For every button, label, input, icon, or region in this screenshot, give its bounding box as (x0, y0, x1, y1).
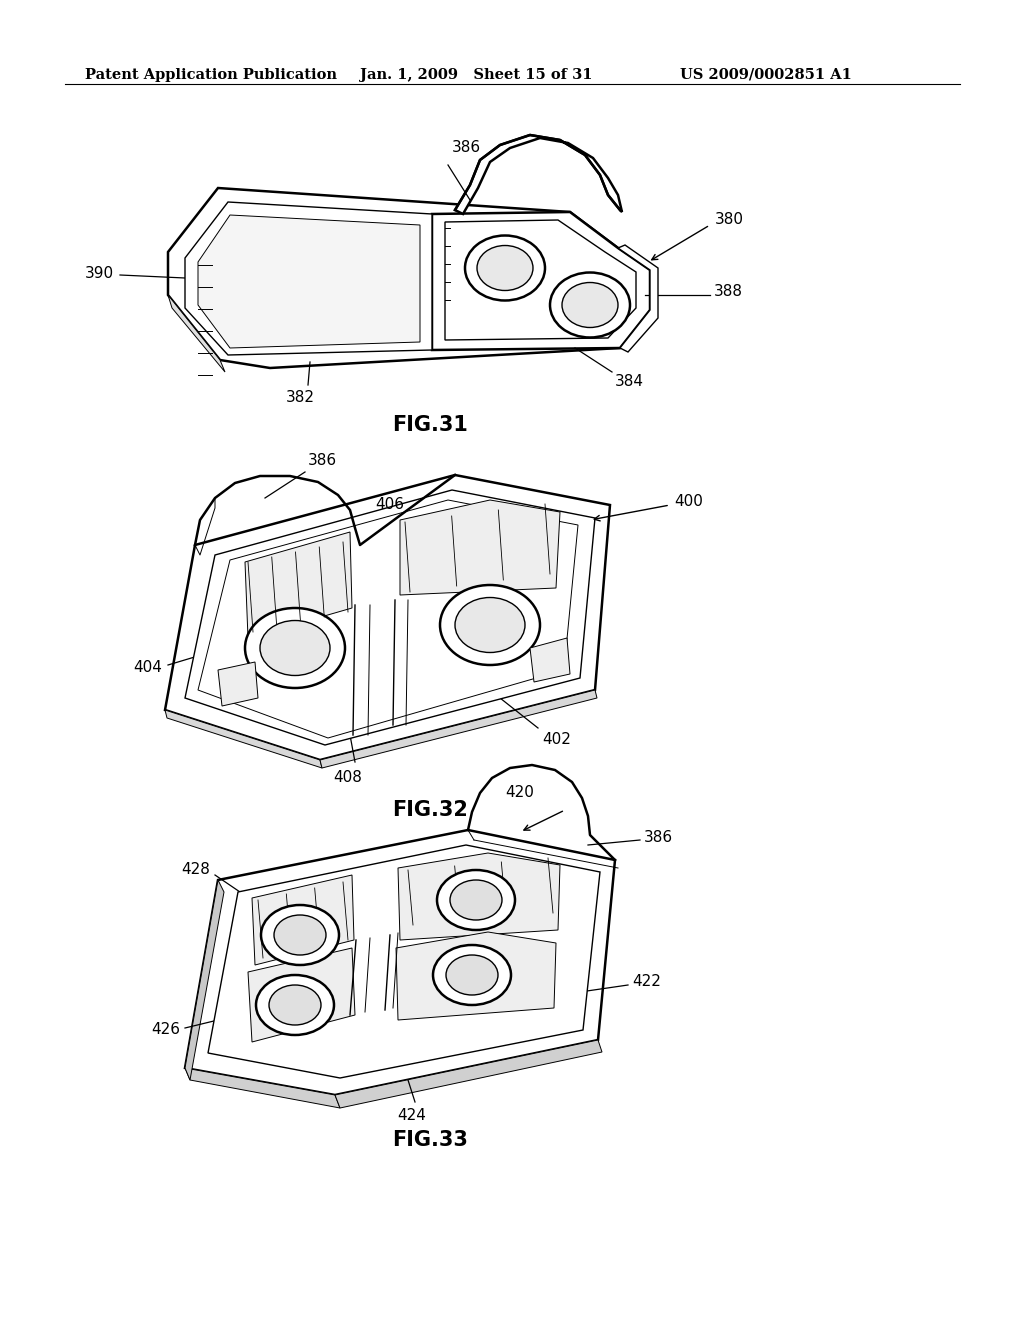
Polygon shape (165, 710, 322, 768)
Ellipse shape (274, 915, 326, 954)
Ellipse shape (256, 975, 334, 1035)
Text: US 2009/0002851 A1: US 2009/0002851 A1 (680, 69, 852, 82)
Polygon shape (530, 638, 570, 682)
Polygon shape (455, 135, 622, 214)
Ellipse shape (446, 954, 498, 995)
Text: 400: 400 (674, 495, 702, 510)
Polygon shape (185, 202, 432, 355)
Ellipse shape (562, 282, 618, 327)
Polygon shape (185, 830, 615, 1096)
Polygon shape (400, 500, 560, 595)
Polygon shape (445, 220, 636, 341)
Text: 408: 408 (334, 770, 362, 785)
Text: 384: 384 (615, 374, 644, 389)
Polygon shape (208, 845, 600, 1078)
Polygon shape (396, 932, 556, 1020)
Ellipse shape (433, 945, 511, 1005)
Text: Patent Application Publication: Patent Application Publication (85, 69, 337, 82)
Ellipse shape (477, 246, 534, 290)
Text: 386: 386 (452, 140, 481, 154)
Ellipse shape (465, 235, 545, 301)
Polygon shape (245, 532, 352, 638)
Text: 386: 386 (308, 453, 337, 469)
Text: 402: 402 (542, 733, 570, 747)
Polygon shape (185, 490, 595, 744)
Text: 428: 428 (181, 862, 210, 878)
Polygon shape (185, 880, 224, 1080)
Text: FIG.33: FIG.33 (392, 1130, 468, 1150)
Polygon shape (185, 1068, 340, 1107)
Polygon shape (168, 294, 225, 372)
Polygon shape (165, 475, 610, 760)
Polygon shape (198, 500, 578, 738)
Ellipse shape (245, 609, 345, 688)
Polygon shape (168, 187, 650, 368)
Text: 404: 404 (133, 660, 162, 676)
Ellipse shape (437, 870, 515, 931)
Ellipse shape (550, 272, 630, 338)
Ellipse shape (450, 880, 502, 920)
Polygon shape (432, 213, 650, 350)
Text: 420: 420 (506, 785, 535, 800)
Ellipse shape (260, 620, 330, 676)
Text: 380: 380 (715, 213, 744, 227)
Text: 406: 406 (375, 498, 404, 512)
Ellipse shape (455, 598, 525, 652)
Text: 390: 390 (85, 265, 114, 281)
Ellipse shape (269, 985, 321, 1026)
Polygon shape (335, 1040, 602, 1107)
Ellipse shape (440, 585, 540, 665)
Text: FIG.31: FIG.31 (392, 414, 468, 436)
Text: 424: 424 (397, 1107, 426, 1123)
Polygon shape (198, 215, 420, 348)
Polygon shape (252, 875, 354, 965)
Polygon shape (319, 690, 597, 768)
Text: 388: 388 (714, 285, 743, 300)
Text: FIG.32: FIG.32 (392, 800, 468, 820)
Polygon shape (455, 185, 478, 214)
Ellipse shape (261, 906, 339, 965)
Text: Jan. 1, 2009   Sheet 15 of 31: Jan. 1, 2009 Sheet 15 of 31 (360, 69, 593, 82)
Polygon shape (248, 948, 355, 1041)
Polygon shape (618, 246, 658, 352)
Text: 386: 386 (644, 830, 673, 846)
Polygon shape (218, 663, 258, 706)
Text: 382: 382 (286, 389, 314, 405)
Text: 422: 422 (632, 974, 660, 990)
Text: 426: 426 (151, 1023, 180, 1038)
Polygon shape (398, 853, 560, 940)
